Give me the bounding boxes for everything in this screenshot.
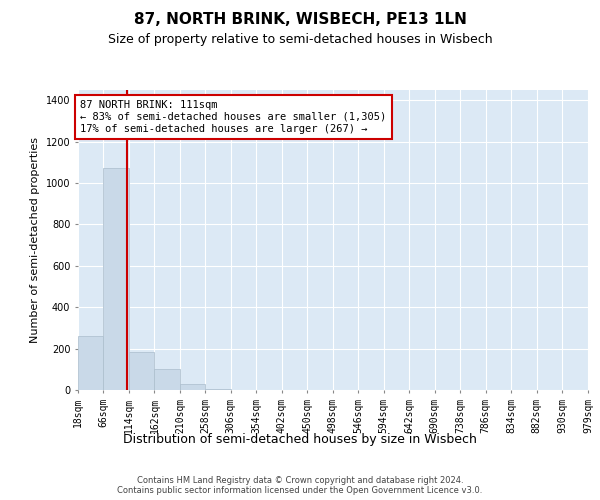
Text: Contains HM Land Registry data © Crown copyright and database right 2024.
Contai: Contains HM Land Registry data © Crown c… bbox=[118, 476, 482, 495]
Bar bbox=[129, 352, 154, 390]
Bar bbox=[154, 370, 180, 390]
Bar bbox=[180, 384, 205, 390]
Bar bbox=[205, 389, 231, 390]
Text: 87 NORTH BRINK: 111sqm
← 83% of semi-detached houses are smaller (1,305)
17% of : 87 NORTH BRINK: 111sqm ← 83% of semi-det… bbox=[80, 100, 386, 134]
Text: Distribution of semi-detached houses by size in Wisbech: Distribution of semi-detached houses by … bbox=[123, 432, 477, 446]
Text: Size of property relative to semi-detached houses in Wisbech: Size of property relative to semi-detach… bbox=[107, 32, 493, 46]
Y-axis label: Number of semi-detached properties: Number of semi-detached properties bbox=[30, 137, 40, 343]
Bar bbox=[103, 168, 129, 390]
Text: 87, NORTH BRINK, WISBECH, PE13 1LN: 87, NORTH BRINK, WISBECH, PE13 1LN bbox=[134, 12, 466, 28]
Bar bbox=[78, 336, 103, 390]
